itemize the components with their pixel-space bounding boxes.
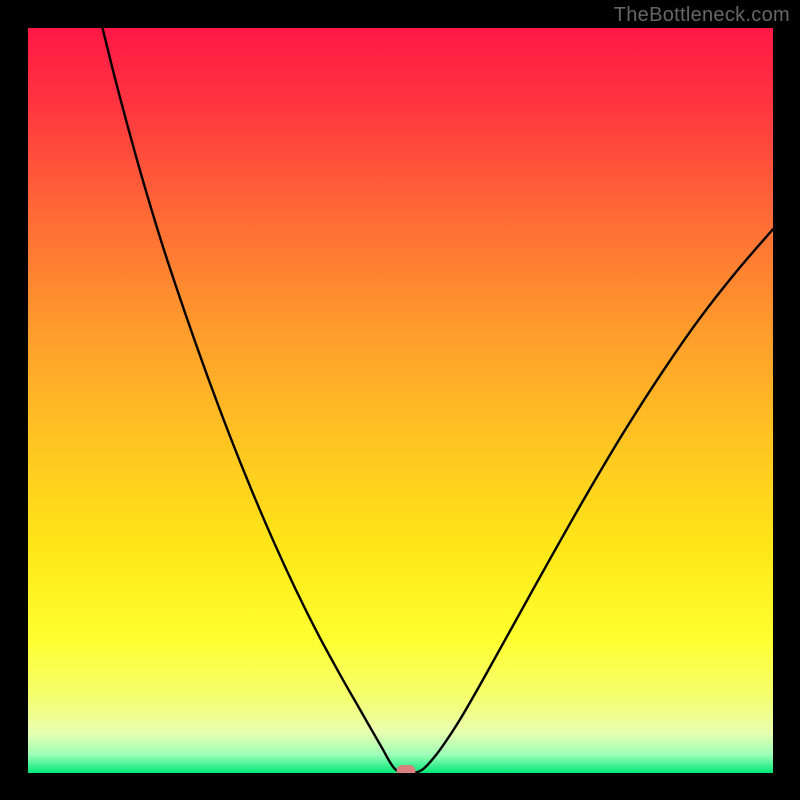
minimum-marker	[397, 765, 416, 773]
chart-container: TheBottleneck.com	[0, 0, 800, 800]
watermark-text: TheBottleneck.com	[614, 4, 790, 27]
curve-line	[28, 28, 773, 773]
plot-area	[28, 28, 773, 773]
